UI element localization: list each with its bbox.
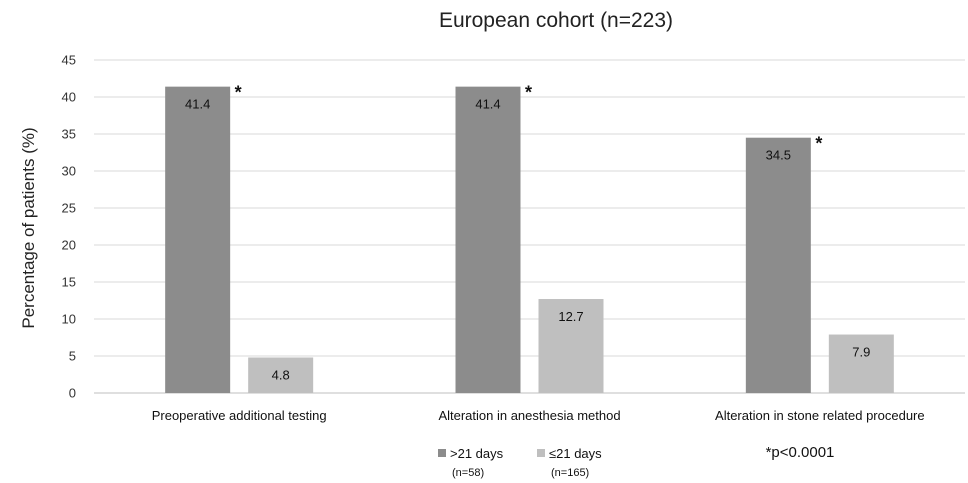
legend-swatch <box>537 449 545 457</box>
legend-count: (n=165) <box>551 467 589 479</box>
y-tick-label: 30 <box>62 164 76 179</box>
y-tick-label: 10 <box>62 312 76 327</box>
category-label: Preoperative additional testing <box>152 408 327 423</box>
y-tick-label: 25 <box>62 201 76 216</box>
significance-marker: * <box>235 83 242 103</box>
significance-marker: * <box>815 134 822 154</box>
category-labels: Preoperative additional testing Alteratio… <box>152 408 925 423</box>
legend-label: ≤21 days <box>549 446 602 461</box>
bar-series-2-cat-3 <box>828 334 894 393</box>
y-tick-label: 40 <box>62 90 76 105</box>
y-tick-label: 0 <box>69 386 76 401</box>
y-tick-label: 15 <box>62 275 76 290</box>
y-axis-label: Percentage of patients (%) <box>19 127 38 328</box>
data-label: 34.5 <box>766 148 791 163</box>
y-tick-label: 45 <box>62 53 76 68</box>
chart-title: European cohort (n=223) <box>439 9 673 32</box>
significance-note: *p<0.0001 <box>766 444 835 461</box>
y-tick-label: 5 <box>69 349 76 364</box>
gridlines <box>94 59 965 357</box>
legend-swatch <box>438 449 446 457</box>
data-label: 12.7 <box>558 309 583 324</box>
y-tick-label: 20 <box>62 238 76 253</box>
bar-series-2-cat-2 <box>538 299 604 393</box>
bars: 41.4 * 4.8 41.4 * 12.7 34.5 * 7.9 <box>165 83 894 393</box>
y-tick-label: 35 <box>62 127 76 142</box>
data-label: 4.8 <box>272 367 290 382</box>
significance-marker: * <box>525 83 532 103</box>
bar-series-1-cat-3 <box>745 137 811 393</box>
data-label: 7.9 <box>852 345 870 360</box>
data-label: 41.4 <box>185 97 210 112</box>
bar-series-1-cat-2 <box>455 86 521 393</box>
data-label: 41.4 <box>475 97 500 112</box>
bar-series-2-cat-1 <box>248 357 314 393</box>
category-label: Alteration in stone related procedure <box>715 408 925 423</box>
legend: >21 days (n=58) ≤21 days (n=165) <box>438 446 602 479</box>
bar-series-1-cat-1 <box>165 86 231 393</box>
legend-count: (n=58) <box>452 467 484 479</box>
y-axis-ticks: 0 5 10 15 20 25 30 35 40 45 <box>62 53 76 401</box>
legend-label: >21 days <box>450 446 504 461</box>
category-label: Alteration in anesthesia method <box>438 408 620 423</box>
